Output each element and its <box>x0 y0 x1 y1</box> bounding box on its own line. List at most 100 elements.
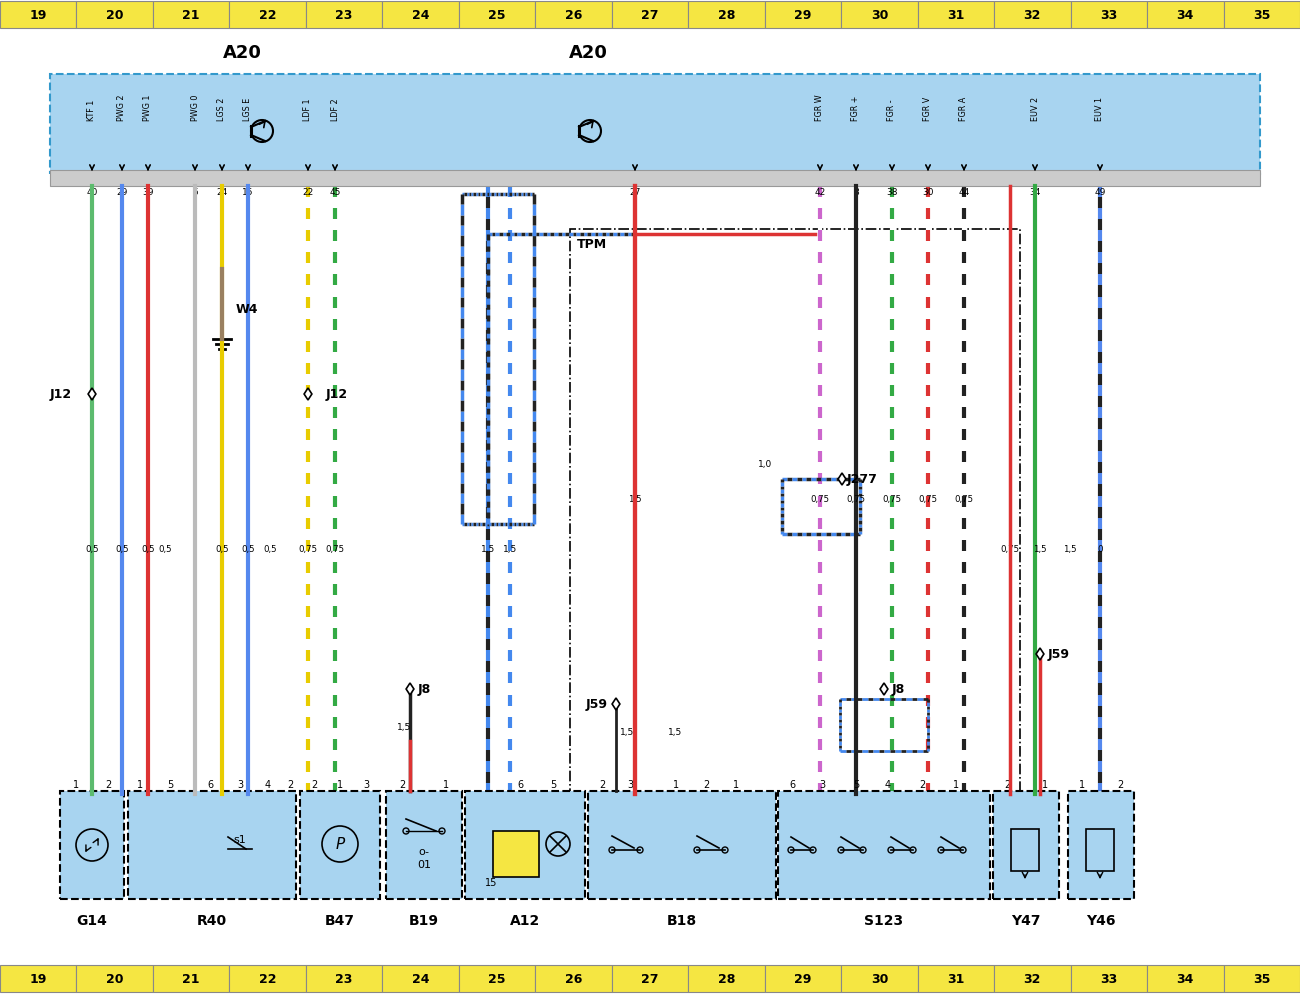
Bar <box>1069 791 1134 900</box>
Bar <box>77 965 153 992</box>
Text: EUV 2: EUV 2 <box>1031 96 1040 121</box>
Text: 4: 4 <box>265 779 272 789</box>
Text: 0,75: 0,75 <box>918 494 937 504</box>
Text: 24: 24 <box>412 972 429 985</box>
Bar <box>612 2 688 29</box>
Text: 2: 2 <box>703 779 709 789</box>
Text: 33: 33 <box>1100 9 1118 22</box>
Text: P: P <box>335 837 345 852</box>
Bar <box>127 791 296 900</box>
Text: 22: 22 <box>259 972 277 985</box>
Text: 27: 27 <box>641 9 659 22</box>
Text: 5: 5 <box>550 779 556 789</box>
Text: 39: 39 <box>142 188 153 197</box>
Polygon shape <box>1036 648 1044 660</box>
Bar <box>1147 2 1223 29</box>
Text: 25: 25 <box>489 9 506 22</box>
Text: LDF 1: LDF 1 <box>303 98 312 121</box>
Bar <box>465 791 585 900</box>
Text: FGR +: FGR + <box>852 95 861 121</box>
Text: B47: B47 <box>325 913 355 927</box>
Text: 31: 31 <box>948 9 965 22</box>
Bar <box>764 965 841 992</box>
Bar <box>49 171 1260 187</box>
Polygon shape <box>838 473 846 485</box>
Text: 0,5: 0,5 <box>86 545 99 554</box>
Text: 2: 2 <box>311 779 317 789</box>
Text: 0,75: 0,75 <box>325 545 344 554</box>
Text: 6: 6 <box>517 779 523 789</box>
Text: 21: 21 <box>182 972 200 985</box>
Text: 1,0: 1,0 <box>758 460 772 469</box>
Text: LGS 2: LGS 2 <box>217 97 226 121</box>
Text: 42: 42 <box>814 188 826 197</box>
Text: 0,5: 0,5 <box>242 545 255 554</box>
Text: 22: 22 <box>259 9 277 22</box>
Text: 1,5: 1,5 <box>668 728 683 737</box>
Text: J8: J8 <box>892 683 905 696</box>
Bar <box>306 965 382 992</box>
Text: J277: J277 <box>848 473 878 486</box>
Bar <box>993 791 1060 900</box>
Text: 4: 4 <box>885 779 891 789</box>
Bar <box>459 965 536 992</box>
Text: 30: 30 <box>871 9 888 22</box>
Text: 1,5: 1,5 <box>620 728 634 737</box>
Text: 6: 6 <box>207 779 213 789</box>
Text: 21: 21 <box>182 9 200 22</box>
Text: G14: G14 <box>77 913 108 927</box>
Text: 49: 49 <box>1095 188 1106 197</box>
Text: FGR V: FGR V <box>923 96 932 121</box>
Bar <box>1071 2 1147 29</box>
Bar <box>306 2 382 29</box>
Bar <box>536 2 612 29</box>
Text: 35: 35 <box>1253 972 1270 985</box>
Text: J12: J12 <box>326 388 348 402</box>
Text: 1: 1 <box>1041 779 1048 789</box>
Text: 1: 1 <box>136 779 143 789</box>
Text: 1,5: 1,5 <box>628 494 642 504</box>
Text: W4: W4 <box>237 303 259 316</box>
Text: 2: 2 <box>599 779 605 789</box>
Polygon shape <box>406 683 413 695</box>
Text: R40: R40 <box>196 913 227 927</box>
Text: 30: 30 <box>922 188 933 197</box>
Text: Y47: Y47 <box>1011 913 1041 927</box>
Text: 15: 15 <box>242 188 254 197</box>
Text: 29: 29 <box>116 188 127 197</box>
Text: FGR A: FGR A <box>959 96 968 121</box>
Text: 23: 23 <box>335 972 352 985</box>
Bar <box>153 2 229 29</box>
Text: 6: 6 <box>789 779 796 789</box>
Text: 0,5: 0,5 <box>159 545 172 554</box>
Text: 3: 3 <box>627 779 633 789</box>
Text: 5: 5 <box>166 779 173 789</box>
Text: 0,5: 0,5 <box>263 545 277 554</box>
Text: 5: 5 <box>853 779 859 789</box>
Bar <box>49 75 1260 175</box>
Polygon shape <box>880 683 888 695</box>
Text: B18: B18 <box>667 913 697 927</box>
Text: 34: 34 <box>1030 188 1041 197</box>
Text: 27: 27 <box>629 188 641 197</box>
Text: 1: 1 <box>1079 779 1086 789</box>
Text: 32: 32 <box>1023 9 1041 22</box>
Bar <box>1147 965 1223 992</box>
Text: 26: 26 <box>564 9 582 22</box>
Text: 44: 44 <box>958 188 970 197</box>
Text: J8: J8 <box>419 683 432 696</box>
Text: LGS E: LGS E <box>243 97 252 121</box>
Text: 0,75: 0,75 <box>299 545 317 554</box>
Text: 26: 26 <box>564 972 582 985</box>
Text: 2: 2 <box>919 779 926 789</box>
Text: EUV 1: EUV 1 <box>1096 96 1105 121</box>
Text: 2: 2 <box>399 779 406 789</box>
Bar <box>300 791 380 900</box>
Text: 34: 34 <box>1176 972 1193 985</box>
Text: 27: 27 <box>641 972 659 985</box>
Text: J12: J12 <box>49 388 72 402</box>
Polygon shape <box>612 699 620 711</box>
Text: 0,75: 0,75 <box>954 494 974 504</box>
Text: 1: 1 <box>443 779 448 789</box>
Text: 32: 32 <box>1023 972 1041 985</box>
